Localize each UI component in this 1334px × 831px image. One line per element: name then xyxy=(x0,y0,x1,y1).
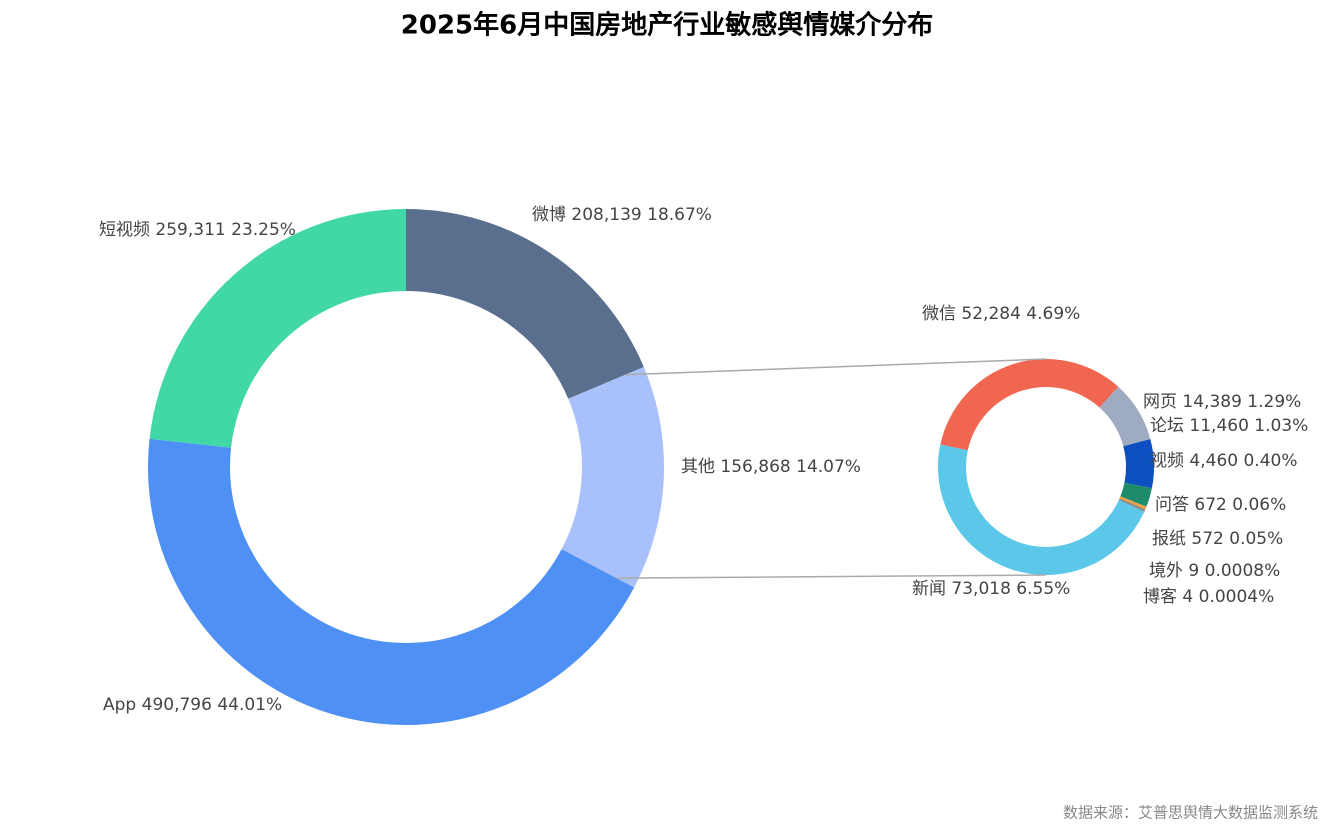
data-label: 其他 156,868 14.07% xyxy=(681,457,861,477)
data-label: 短视频 259,311 23.25% xyxy=(99,220,296,240)
donut-slice xyxy=(561,367,664,588)
slice-name: 微博 xyxy=(532,205,566,225)
data-label: 微信 52,284 4.69% xyxy=(922,304,1080,324)
slice-name: App xyxy=(103,695,136,715)
source-note: 数据来源：艾普思舆情大数据监测系统 xyxy=(1063,804,1318,822)
data-label: 新闻 73,018 6.55% xyxy=(912,579,1070,599)
value-label: 490,796 xyxy=(142,695,212,715)
donut-slice xyxy=(937,444,1145,576)
value-label: 259,311 xyxy=(155,220,225,240)
donut-slice xyxy=(1118,500,1145,512)
value-label: 0.0004% xyxy=(1199,587,1275,607)
value-label: 572 xyxy=(1191,529,1223,549)
value-label: 6.55% xyxy=(1016,579,1070,599)
donut-slice xyxy=(149,209,406,448)
data-label: 博客 4 0.0004% xyxy=(1143,587,1274,607)
value-label: 9 xyxy=(1188,561,1199,581)
value-label: 4.69% xyxy=(1026,304,1080,324)
value-label: 44.01% xyxy=(217,695,282,715)
value-label: 73,018 xyxy=(951,579,1010,599)
data-label: 报纸 572 0.05% xyxy=(1152,529,1283,549)
slice-name: 网页 xyxy=(1143,392,1177,412)
data-label: App 490,796 44.01% xyxy=(103,695,282,715)
slice-name: 视频 xyxy=(1150,451,1184,471)
value-label: 14.07% xyxy=(796,457,861,477)
slice-name: 境外 xyxy=(1149,561,1183,581)
connector-line xyxy=(616,574,1047,579)
value-label: 52,284 xyxy=(961,304,1020,324)
chart-title: 2025年6月中国房地产行业敏感舆情媒介分布 xyxy=(401,10,933,41)
donut-slice xyxy=(1099,386,1151,447)
value-label: 1.03% xyxy=(1254,416,1308,436)
slice-name: 问答 xyxy=(1155,495,1189,515)
donut-slice xyxy=(1118,498,1146,512)
donut-slice xyxy=(148,438,635,726)
value-label: 14,389 xyxy=(1182,392,1241,412)
donut-slice xyxy=(1120,482,1152,507)
data-label: 论坛 11,460 1.03% xyxy=(1150,416,1308,436)
slice-name: 短视频 xyxy=(99,220,150,240)
slice-name: 报纸 xyxy=(1152,529,1186,549)
value-label: 18.67% xyxy=(647,205,712,225)
connector-line xyxy=(625,358,1047,376)
data-label: 网页 14,389 1.29% xyxy=(1143,392,1301,412)
value-label: 0.05% xyxy=(1229,529,1283,549)
donut-slice xyxy=(406,209,644,399)
value-label: 208,139 xyxy=(571,205,641,225)
value-label: 0.06% xyxy=(1232,495,1286,515)
value-label: 156,868 xyxy=(720,457,790,477)
value-label: 672 xyxy=(1194,495,1226,515)
value-label: 1.29% xyxy=(1247,392,1301,412)
donut-slice xyxy=(1118,500,1145,512)
slice-name: 新闻 xyxy=(912,579,946,599)
value-label: 0.0008% xyxy=(1205,561,1281,581)
value-label: 23.25% xyxy=(231,220,296,240)
donut-slice xyxy=(1123,439,1154,489)
slice-name: 其他 xyxy=(681,457,715,477)
value-label: 0.40% xyxy=(1243,451,1297,471)
data-label: 境外 9 0.0008% xyxy=(1149,561,1280,581)
data-label: 问答 672 0.06% xyxy=(1155,495,1286,515)
value-label: 4 xyxy=(1182,587,1193,607)
value-label: 4,460 xyxy=(1189,451,1238,471)
slice-name: 论坛 xyxy=(1150,416,1184,436)
donut-slice xyxy=(1119,496,1147,510)
donut-slice xyxy=(940,359,1119,451)
slice-name: 微信 xyxy=(922,304,956,324)
slice-name: 博客 xyxy=(1143,587,1177,607)
data-label: 视频 4,460 0.40% xyxy=(1150,451,1298,471)
data-label: 微博 208,139 18.67% xyxy=(532,205,712,225)
value-label: 11,460 xyxy=(1189,416,1248,436)
